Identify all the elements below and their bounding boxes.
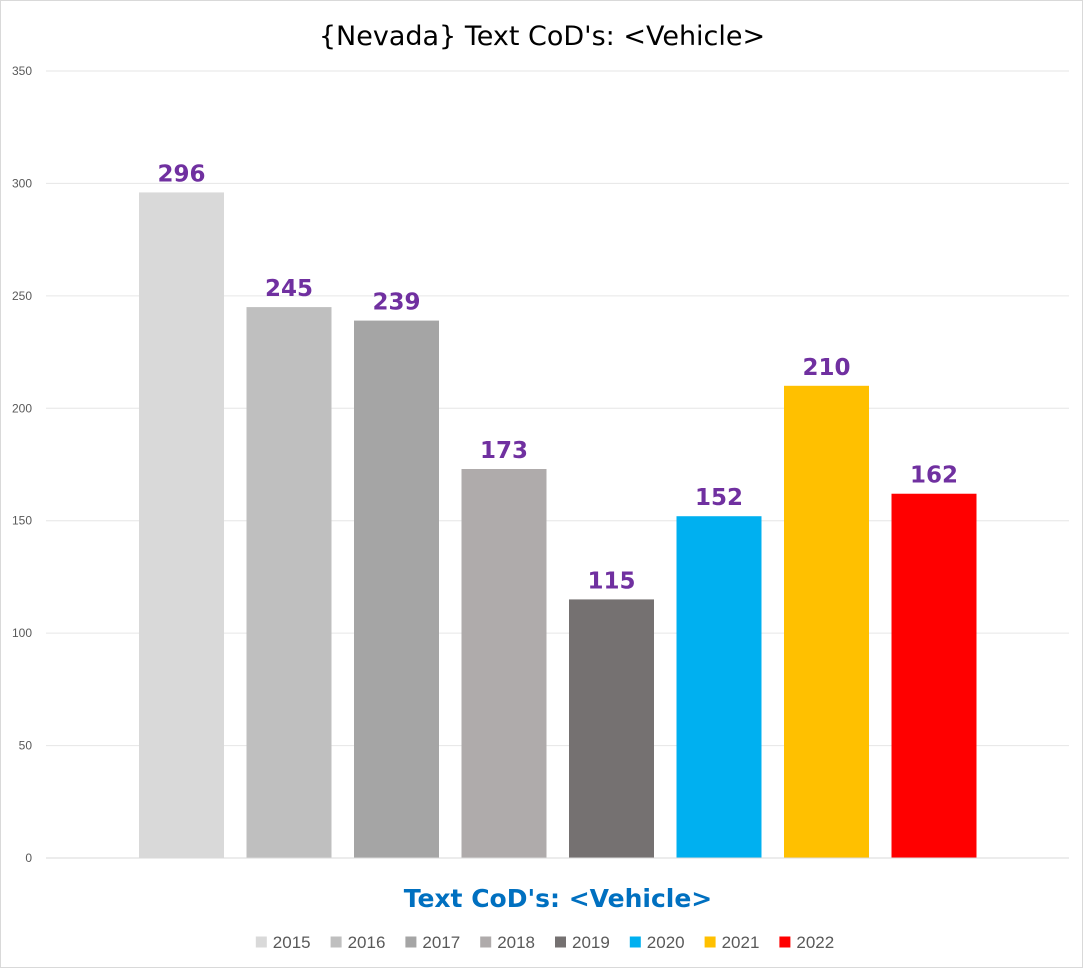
data-label-2022: 162 [910, 463, 958, 489]
y-tick-label: 300 [12, 176, 32, 190]
legend-swatch [629, 936, 641, 948]
chart-title: {Nevada} Text CoD's: <Vehicle> [319, 21, 765, 52]
legend-item-2020: 2020 [629, 933, 685, 952]
legend-item-2017: 2017 [405, 933, 460, 952]
bar-2016 [246, 307, 332, 859]
legend: 2015 2016 2017 2018 2019 2020 2021 2022 [255, 933, 834, 952]
bar-2017 [354, 320, 439, 858]
data-label-2021: 210 [802, 355, 850, 381]
y-tick-label: 250 [12, 289, 32, 303]
legend-swatch [480, 936, 492, 948]
y-tick-label: 350 [12, 64, 32, 78]
legend-label: 2021 [722, 933, 760, 952]
legend-label: 2018 [497, 933, 535, 952]
legend-swatch [405, 936, 417, 948]
y-tick-label: 100 [12, 626, 32, 640]
bar-2015 [139, 192, 224, 858]
y-tick-label: 0 [25, 851, 32, 865]
data-label-2015: 296 [157, 161, 205, 187]
legend-item-2018: 2018 [480, 933, 535, 952]
data-label-2018: 173 [480, 438, 528, 464]
bar-2019 [569, 599, 654, 858]
bars [139, 192, 977, 859]
x-axis-title: Text CoD's: <Vehicle> [404, 884, 713, 913]
y-tick-label: 200 [12, 401, 32, 415]
data-label-2016: 245 [265, 276, 313, 302]
legend-label: 2017 [422, 933, 460, 952]
data-label-2017: 239 [372, 290, 420, 316]
legend-label: 2015 [273, 933, 311, 952]
legend-swatch [704, 936, 716, 948]
data-label-2020: 152 [695, 485, 743, 511]
bar-2022 [891, 493, 977, 858]
legend-swatch [330, 936, 342, 948]
y-tick-label: 150 [12, 514, 32, 528]
legend-item-2016: 2016 [330, 933, 386, 952]
data-label-2019: 115 [587, 568, 635, 594]
legend-item-2015: 2015 [255, 933, 311, 952]
legend-item-2022: 2022 [779, 933, 834, 952]
legend-label: 2022 [796, 933, 834, 952]
legend-label: 2016 [348, 933, 386, 952]
legend-label: 2020 [647, 933, 685, 952]
legend-swatch [255, 936, 267, 948]
y-tick-label: 50 [19, 739, 33, 753]
bar-2020 [676, 516, 762, 858]
legend-swatch [555, 936, 566, 948]
bar-2021 [784, 385, 869, 858]
legend-swatch [779, 936, 791, 948]
legend-label: 2019 [572, 933, 610, 952]
legend-item-2021: 2021 [704, 933, 760, 952]
bar-2018 [461, 468, 547, 858]
y-axis-ticks: 0 50 100 150 200 250 300 350 [12, 64, 32, 865]
data-labels: 296 245 239 173 115 152 210 162 [157, 161, 958, 594]
legend-item-2019: 2019 [555, 933, 610, 952]
